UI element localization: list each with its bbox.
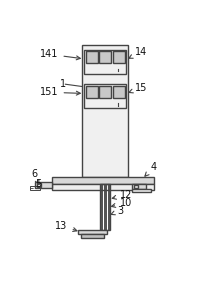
Polygon shape [88, 69, 90, 71]
Polygon shape [88, 103, 90, 106]
Bar [86, 86, 98, 98]
Bar [113, 51, 125, 63]
Bar [37, 183, 41, 187]
Text: 10: 10 [111, 198, 132, 208]
Text: 13: 13 [55, 221, 77, 231]
Bar [132, 184, 146, 189]
Text: 15: 15 [129, 83, 148, 93]
Text: 141: 141 [40, 49, 80, 60]
Bar [86, 51, 98, 63]
Bar [100, 184, 110, 231]
Bar [113, 86, 125, 98]
Bar [35, 182, 52, 188]
Bar [84, 50, 126, 74]
Bar [99, 86, 111, 98]
Text: 14: 14 [129, 47, 148, 58]
Text: 4: 4 [145, 162, 157, 176]
Bar [134, 185, 138, 188]
Bar [78, 230, 107, 234]
Bar [52, 184, 154, 190]
Text: 6: 6 [31, 169, 39, 184]
Polygon shape [116, 69, 118, 71]
Bar [82, 45, 128, 178]
Text: 151: 151 [40, 87, 80, 97]
Bar [52, 177, 154, 184]
Bar [30, 186, 40, 190]
Bar [132, 189, 151, 193]
Bar [81, 234, 104, 238]
Text: 1: 1 [60, 79, 66, 89]
Polygon shape [116, 103, 118, 106]
Bar [84, 84, 126, 109]
Bar [99, 51, 111, 63]
Text: 12: 12 [112, 190, 132, 200]
Text: 3: 3 [111, 206, 123, 216]
Text: 5: 5 [35, 179, 42, 189]
